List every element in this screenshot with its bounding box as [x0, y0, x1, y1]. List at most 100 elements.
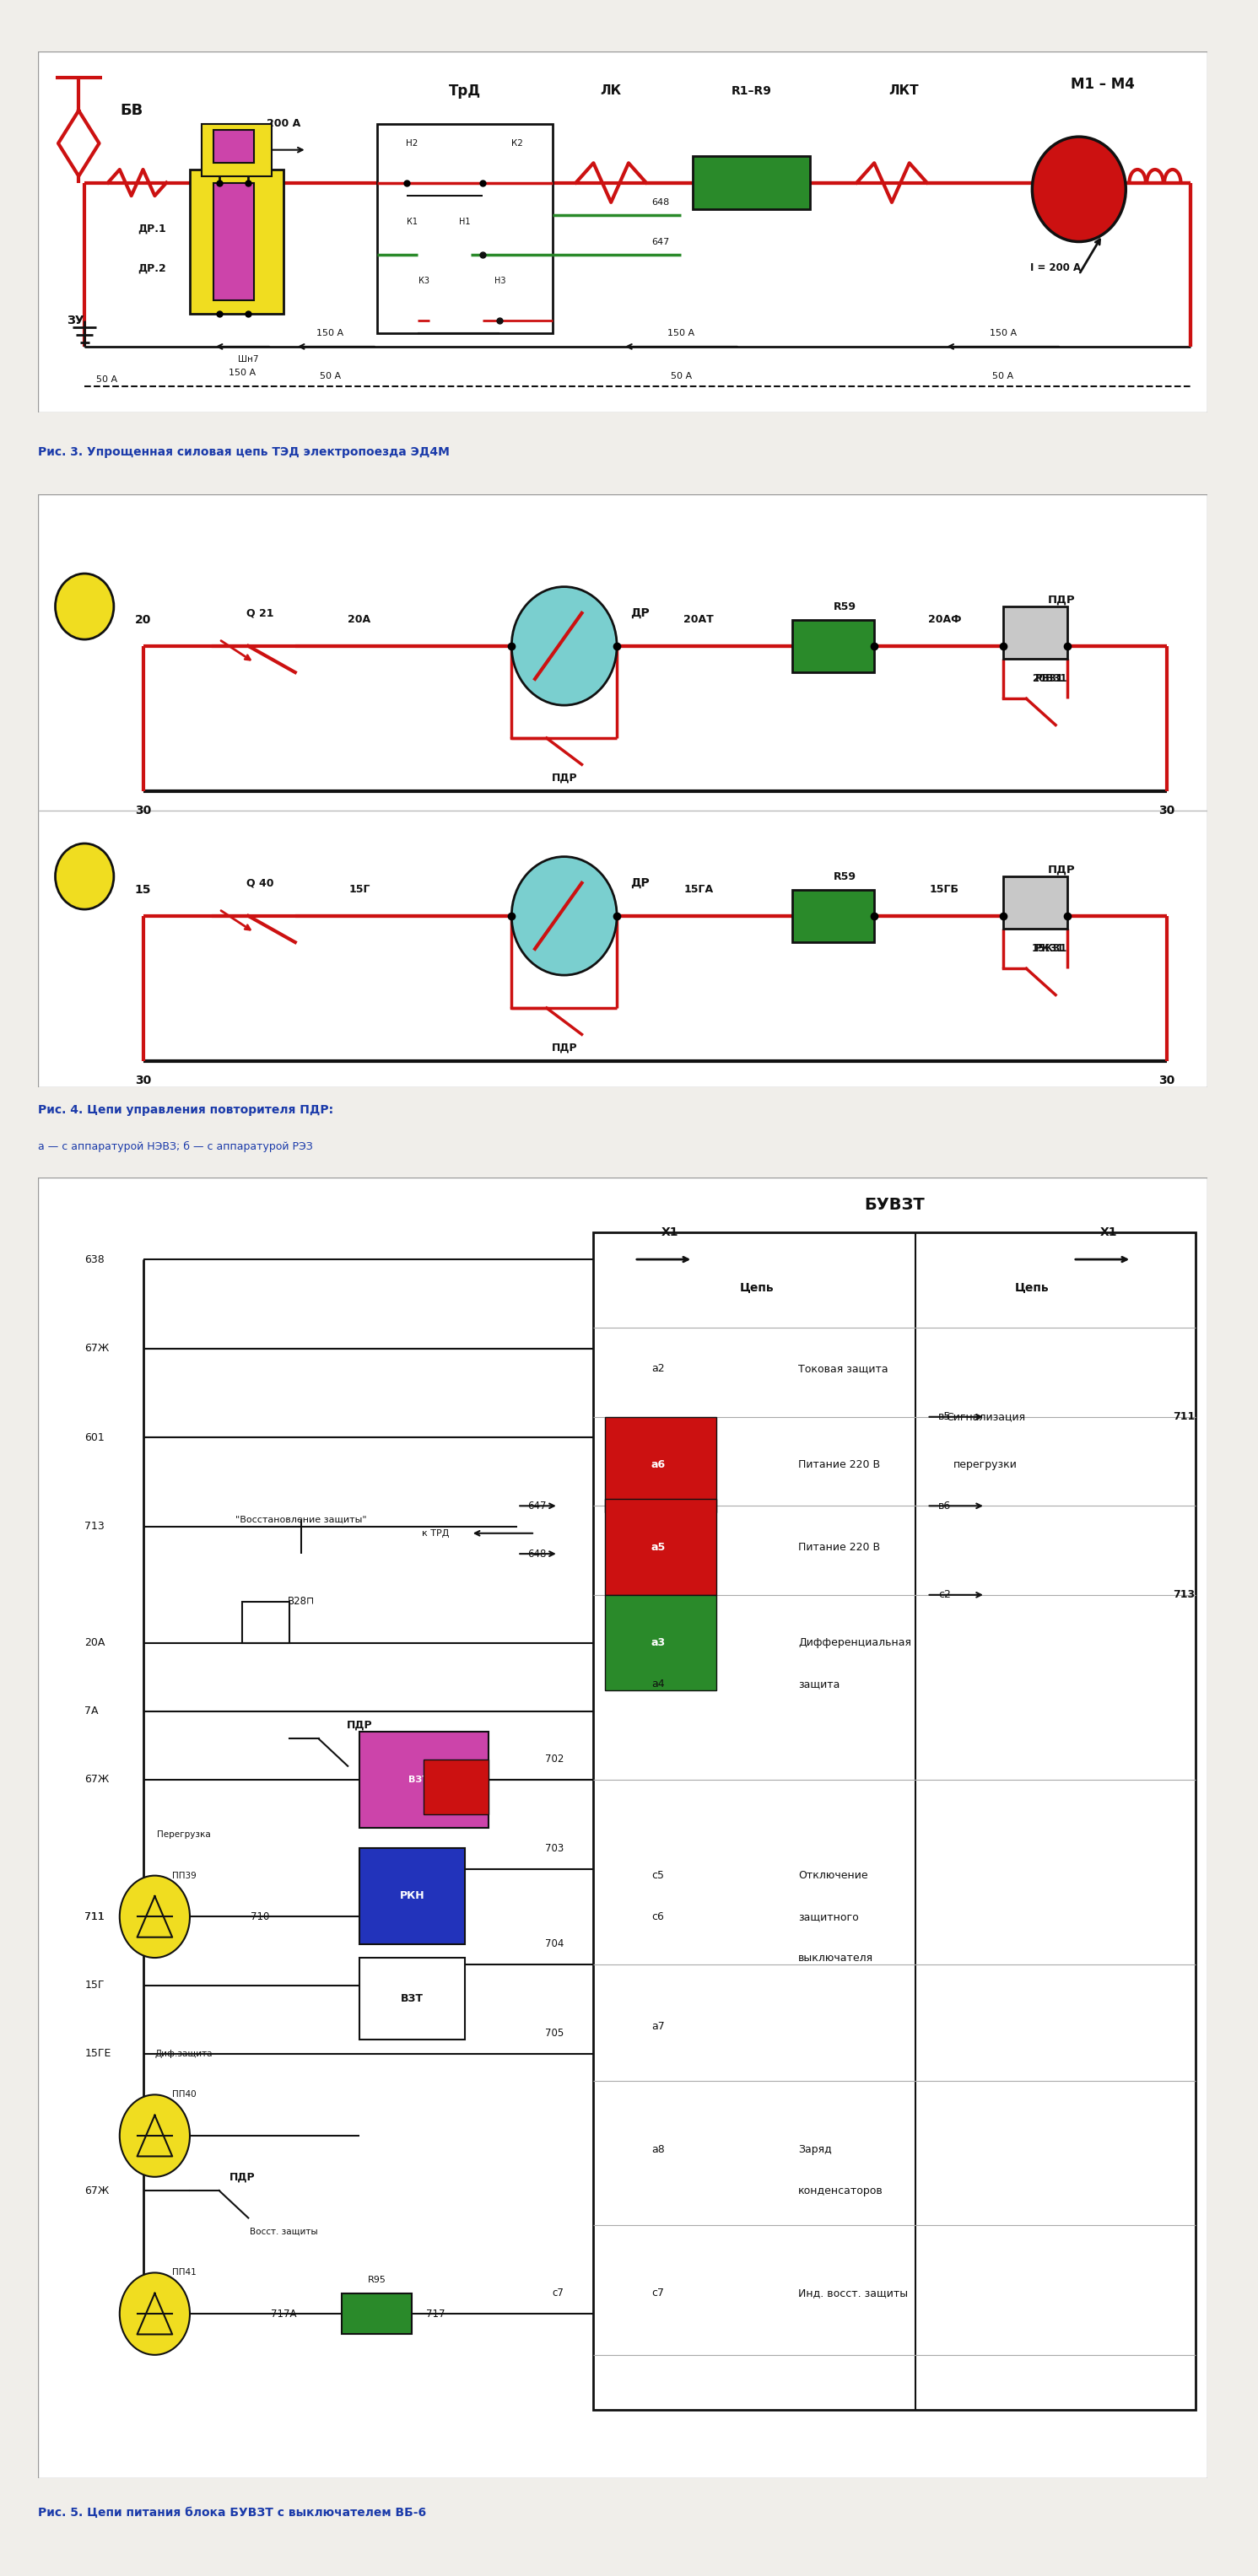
Text: 717А: 717А [270, 2308, 297, 2318]
Text: 150 А: 150 А [229, 368, 257, 376]
Text: Х1: Х1 [660, 1226, 678, 1239]
FancyBboxPatch shape [424, 1759, 488, 1814]
Text: Сигнализация: Сигнализация [946, 1412, 1025, 1422]
Text: РКН: РКН [400, 1891, 425, 1901]
Text: a3: a3 [650, 1638, 665, 1649]
FancyBboxPatch shape [214, 183, 254, 301]
Text: R1–R9: R1–R9 [731, 85, 771, 98]
Text: защита: защита [799, 1680, 840, 1690]
Text: ПДР: ПДР [551, 773, 577, 783]
Text: защитного: защитного [799, 1911, 859, 1922]
Text: Рис. 4. Цепи управления повторителя ПДР:: Рис. 4. Цепи управления повторителя ПДР: [38, 1105, 333, 1115]
FancyBboxPatch shape [214, 131, 254, 162]
FancyBboxPatch shape [605, 1499, 716, 1595]
Text: 703: 703 [546, 1842, 564, 1855]
Text: a8: a8 [652, 2143, 664, 2156]
Text: Х1: Х1 [1099, 1226, 1117, 1239]
Text: 710: 710 [250, 1911, 269, 1922]
Text: 713: 713 [84, 1520, 104, 1533]
Text: 30: 30 [1159, 804, 1175, 817]
Text: 20: 20 [135, 613, 151, 626]
Circle shape [120, 2094, 190, 2177]
Text: Восст. защиты: Восст. защиты [249, 2228, 317, 2236]
FancyBboxPatch shape [605, 1417, 716, 1512]
Text: с7: с7 [552, 2287, 564, 2298]
Text: 30: 30 [135, 804, 151, 817]
Text: a6: a6 [650, 1461, 665, 1471]
Text: 50 А: 50 А [993, 371, 1014, 381]
Text: Цепь: Цепь [1015, 1280, 1049, 1293]
Text: Q 21: Q 21 [247, 608, 274, 618]
Text: ДР: ДР [630, 876, 650, 889]
Text: а: а [81, 600, 89, 613]
Text: Н3: Н3 [494, 276, 506, 286]
Text: в БУКЗ: в БУКЗ [693, 196, 728, 209]
Text: Заряд: Заряд [799, 2143, 832, 2156]
Text: Рис. 3. Упрощенная силовая цепь ТЭД электропоезда ЭД4М: Рис. 3. Упрощенная силовая цепь ТЭД элек… [38, 446, 449, 459]
Text: 150 А: 150 А [317, 330, 343, 337]
Text: 20АФ: 20АФ [928, 613, 961, 626]
Text: в5: в5 [938, 1412, 951, 1422]
Text: Перегрузка: Перегрузка [157, 1832, 211, 1839]
Text: 15ГА: 15ГА [684, 884, 713, 894]
Text: Дифференциальная: Дифференциальная [799, 1638, 911, 1649]
FancyBboxPatch shape [38, 1177, 1208, 2478]
FancyBboxPatch shape [793, 621, 874, 672]
Text: ЛК: ЛК [600, 85, 621, 98]
Text: Питание 220 В: Питание 220 В [799, 1540, 881, 1553]
Text: 647: 647 [652, 237, 669, 245]
FancyBboxPatch shape [377, 124, 552, 332]
Text: 20А: 20А [84, 1638, 106, 1649]
Circle shape [1032, 137, 1126, 242]
Text: 15: 15 [135, 884, 151, 896]
Text: ПП40: ПП40 [172, 2092, 196, 2099]
Text: ДР.1: ДР.1 [138, 224, 166, 234]
Text: 67Ж: 67Ж [84, 1775, 109, 1785]
Text: б: б [81, 871, 89, 884]
Text: 200 А: 200 А [267, 118, 301, 129]
Text: РАЗМ: РАЗМ [440, 1783, 465, 1790]
FancyBboxPatch shape [38, 495, 1208, 1087]
Text: Отключение: Отключение [799, 1870, 868, 1880]
Text: 15ГБ: 15ГБ [930, 884, 959, 894]
Text: 50 А: 50 А [320, 371, 341, 381]
Text: 648: 648 [652, 198, 669, 206]
Text: ТрД: ТрД [449, 82, 481, 98]
Text: R59: R59 [834, 600, 857, 613]
Text: к ТРД: к ТРД [421, 1530, 449, 1538]
Text: 20В31: 20В31 [1033, 672, 1067, 685]
Text: 601: 601 [84, 1432, 104, 1443]
Text: выключателя: выключателя [799, 1953, 873, 1963]
Circle shape [120, 1875, 190, 1958]
Text: 717: 717 [426, 2308, 445, 2318]
Text: ДР.2: ДР.2 [138, 263, 166, 273]
FancyBboxPatch shape [190, 170, 283, 314]
FancyBboxPatch shape [38, 52, 1208, 412]
Text: ПП39: ПП39 [172, 1870, 196, 1880]
Text: Н1: Н1 [459, 219, 470, 227]
Text: 704: 704 [545, 1940, 564, 1950]
Text: c7: c7 [652, 2287, 664, 2298]
Text: 15К31: 15К31 [1032, 943, 1068, 953]
Text: c5: c5 [652, 1870, 664, 1880]
Text: a4: a4 [652, 1680, 664, 1690]
Text: в6: в6 [938, 1499, 951, 1512]
Text: М1 – М4: М1 – М4 [1071, 77, 1135, 93]
Text: Цепь: Цепь [740, 1280, 775, 1293]
Text: К2: К2 [512, 139, 523, 147]
FancyBboxPatch shape [594, 1231, 1196, 2409]
Text: 30: 30 [135, 1074, 151, 1087]
Text: c6: c6 [652, 1911, 664, 1922]
Text: БВ: БВ [120, 103, 143, 118]
Text: ПДР: ПДР [346, 1721, 372, 1731]
Text: ПДР: ПДР [1048, 866, 1076, 876]
Text: 15Г: 15Г [84, 1981, 104, 1991]
Text: Диф.защита: Диф.защита [155, 2050, 213, 2058]
Text: 50 А: 50 А [671, 371, 692, 381]
FancyBboxPatch shape [360, 1847, 464, 1945]
Text: конденсаторов: конденсаторов [799, 2184, 883, 2195]
Text: 647: 647 [527, 1499, 547, 1512]
FancyBboxPatch shape [243, 1602, 289, 1643]
Text: a7: a7 [652, 2020, 664, 2032]
Text: Рис. 5. Цепи питания блока БУВЗТ с выключателем ВБ-6: Рис. 5. Цепи питания блока БУВЗТ с выклю… [38, 2506, 426, 2519]
